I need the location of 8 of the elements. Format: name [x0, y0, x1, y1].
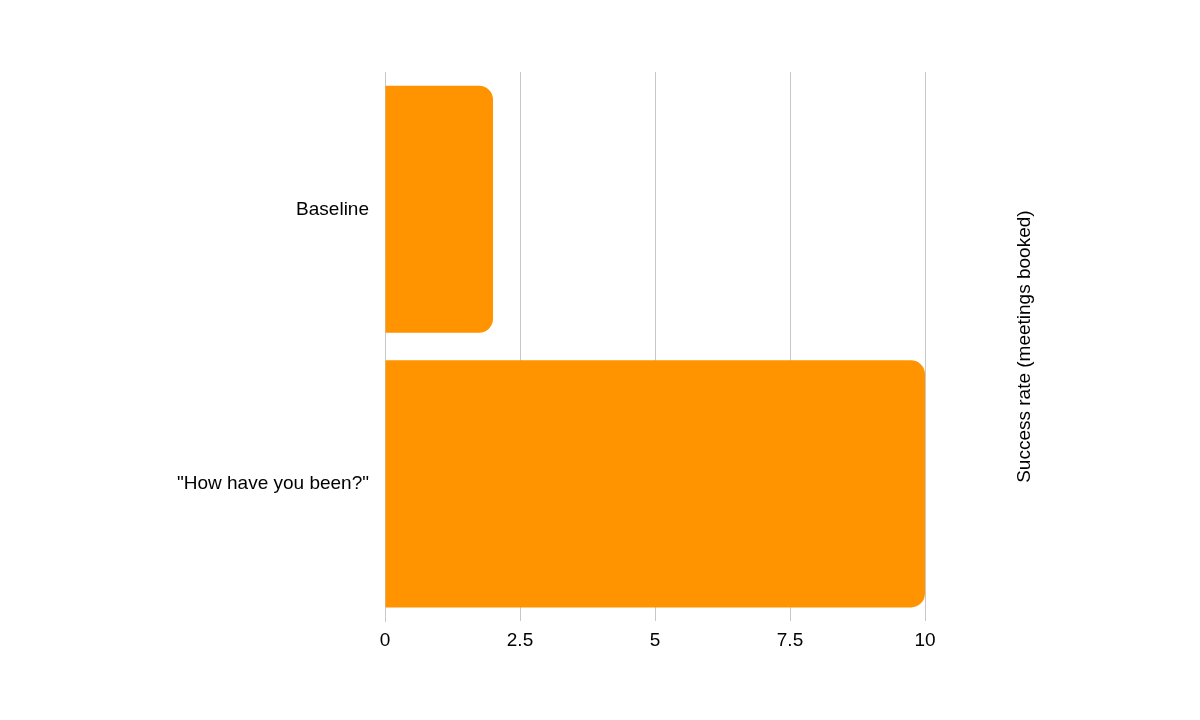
y-tick-label: Baseline [296, 197, 369, 219]
y-tick-label: "How have you been?" [176, 472, 369, 494]
x-tick-label: 2.5 [506, 628, 534, 650]
x-tick-label: 10 [914, 628, 936, 650]
x-tick-label: 7.5 [776, 628, 804, 650]
y2-axis-title: Success rate (meetings booked) [1013, 210, 1035, 483]
x-tick-label: 5 [649, 628, 661, 650]
x-tick-label: 0 [379, 628, 391, 650]
